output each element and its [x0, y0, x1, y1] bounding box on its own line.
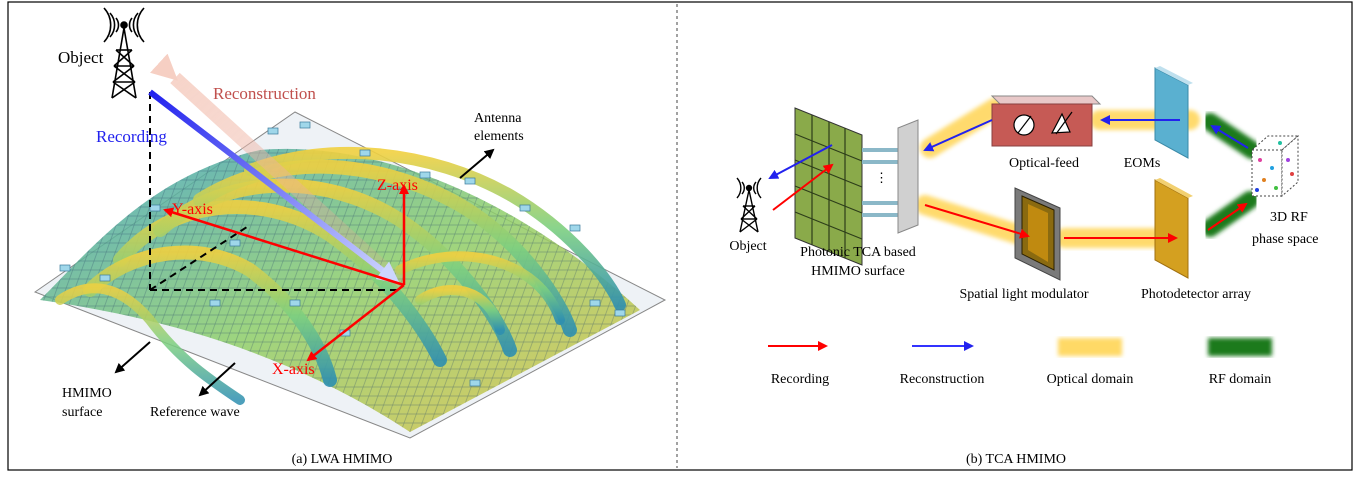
- right-caption: (b) TCA HMIMO: [966, 452, 1066, 467]
- antenna-label-line1: Antenna: [474, 111, 522, 126]
- optical-feed-label: Optical-feed: [1009, 156, 1079, 171]
- legend-label-recording: Recording: [771, 372, 829, 387]
- pointer-arrows: [114, 148, 495, 397]
- reconstruction-label: Reconstruction: [213, 84, 316, 103]
- eoms-label: EOMs: [1124, 156, 1161, 171]
- rf-phase-cube: [1250, 134, 1300, 198]
- optical-feed-box: [990, 95, 1102, 147]
- object-label-right: Object: [729, 239, 766, 254]
- antenna-element-tiles: [59, 121, 626, 387]
- eoms-panel: [1154, 66, 1193, 159]
- x-axis-label: X-axis: [272, 361, 315, 378]
- right-panel: ⋮: [729, 66, 1318, 467]
- legend-item-optical: Optical domain: [1047, 338, 1134, 387]
- legend-label-reconstruction: Reconstruction: [900, 372, 985, 387]
- legend-label-optical: Optical domain: [1047, 372, 1134, 387]
- slm-device: [1014, 187, 1061, 281]
- photonic-label-line1: Photonic TCA based: [800, 245, 916, 260]
- object-label-left: Object: [58, 48, 104, 67]
- signal-arrows: [768, 115, 1249, 243]
- recording-beam: [148, 89, 400, 284]
- hmimo-label-line1: HMIMO: [62, 386, 112, 401]
- back-plate: [897, 119, 919, 234]
- coordinate-frame: [149, 92, 400, 291]
- waveguide-rods: [862, 148, 900, 217]
- legend-label-rf: RF domain: [1209, 372, 1272, 387]
- tower-icon-right: [736, 177, 762, 233]
- slm-label: Spatial light modulator: [959, 287, 1088, 302]
- reference-wave-label: Reference wave: [150, 405, 240, 420]
- antenna-label-line2: elements: [474, 129, 524, 144]
- rods-ellipsis: ⋮: [875, 170, 888, 185]
- tower-icon: [103, 7, 145, 99]
- legend-item-reconstruction: Reconstruction: [900, 341, 985, 387]
- rf-phase-label-line1: 3D RF: [1270, 210, 1308, 225]
- y-axis-label: Y-axis: [172, 201, 213, 218]
- legend-item-rf: RF domain: [1208, 338, 1272, 387]
- left-caption: (a) LWA HMIMO: [292, 452, 393, 467]
- red-axes: [163, 184, 409, 362]
- photodetector-panel: [1154, 178, 1193, 279]
- recording-label: Recording: [96, 127, 167, 146]
- rf-phase-label-line2: phase space: [1252, 232, 1318, 247]
- legend-item-recording: Recording: [768, 341, 829, 387]
- reconstruction-beam: [149, 53, 407, 291]
- left-panel: Object Reconstruction Recording Antenna …: [33, 7, 667, 467]
- figure-frame: [7, 1, 1353, 471]
- z-axis-label: Z-axis: [377, 177, 418, 194]
- photodetector-label: Photodetector array: [1141, 287, 1251, 302]
- hmimo-label-line2: surface: [62, 405, 102, 420]
- photonic-label-line2: HMIMO surface: [811, 264, 905, 279]
- legend: Recording Reconstruction Optical domain …: [768, 338, 1272, 387]
